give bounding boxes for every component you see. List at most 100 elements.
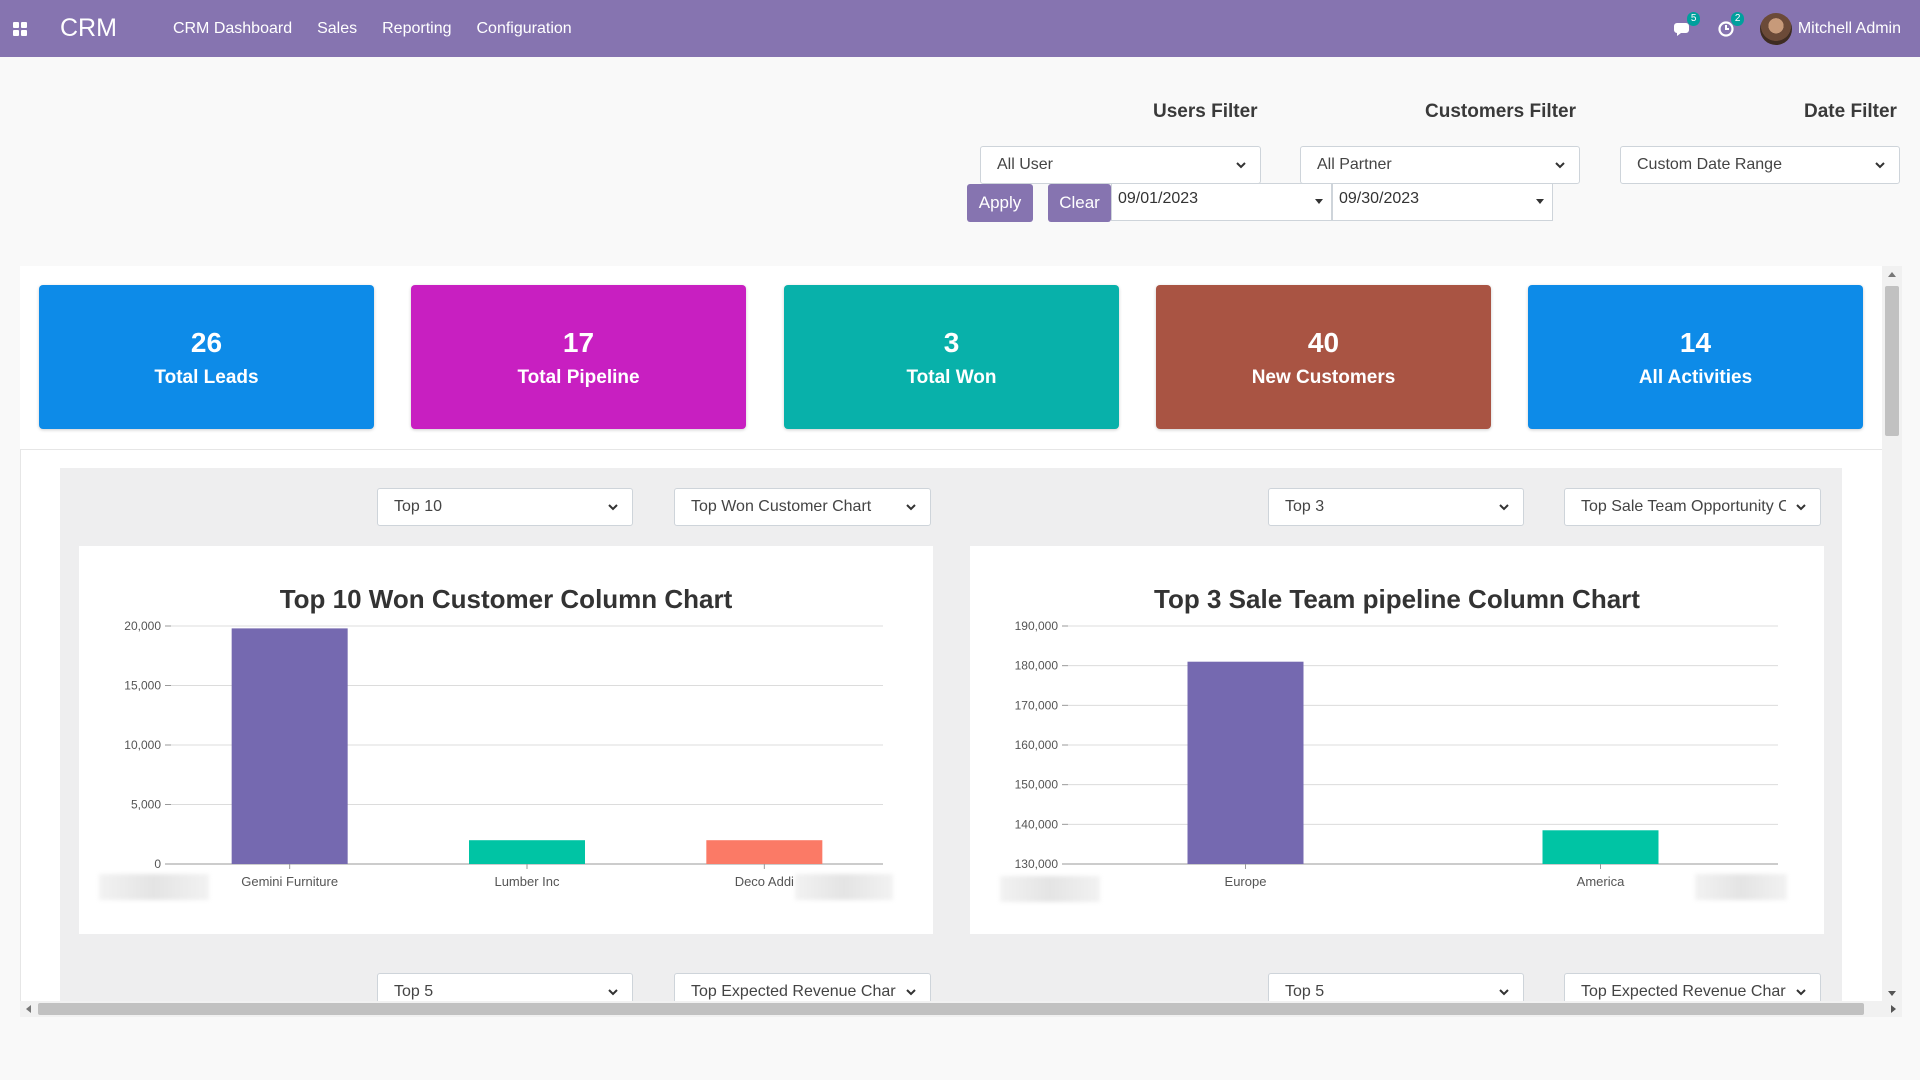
vertical-scroll-thumb[interactable] (1885, 286, 1899, 436)
chevron-down-icon (906, 989, 916, 996)
y-tick-label: 190,000 (1015, 619, 1059, 633)
right-top-count-select[interactable]: Top 3 (1268, 488, 1524, 526)
chevron-down-icon (1875, 162, 1885, 169)
users-filter-value: All User (997, 156, 1054, 173)
card-value: 40 (1307, 327, 1340, 358)
bottom-left-chart-type-select[interactable]: Top Expected Revenue Chart (674, 973, 931, 1002)
sale-team-pipeline-chart: Top 3 Sale Team pipeline Column Chart 13… (970, 546, 1824, 934)
bar-lumber-inc (469, 840, 585, 864)
chevron-down-icon (906, 504, 916, 511)
chevron-down-icon (1499, 989, 1509, 996)
card-value: 14 (1679, 327, 1712, 358)
sale-team-pipeline-chart-svg: 130,000 140,000 150,000 160,000 170,000 180,0… (1015, 619, 1778, 889)
card-value: 26 (190, 327, 223, 358)
card-label: Total Leads (154, 367, 259, 388)
blurred-legend (1000, 876, 1100, 902)
y-tick-label: 10,000 (124, 738, 161, 752)
customers-filter-select[interactable]: All Partner (1300, 146, 1580, 184)
scroll-up-arrow-icon[interactable] (1888, 272, 1896, 277)
bottom-right-chart-type-value: Top Expected Revenue Chart (1581, 983, 1786, 1000)
app-brand[interactable]: CRM (60, 14, 117, 42)
scroll-right-arrow-icon[interactable] (1891, 1005, 1896, 1013)
card-all-activities[interactable]: 14 All Activities (1528, 285, 1863, 429)
chat-icon (1673, 22, 1689, 36)
right-top-count-value: Top 3 (1285, 498, 1325, 515)
users-filter-select[interactable]: All User (980, 146, 1261, 184)
card-value: 17 (562, 327, 595, 358)
y-tick-label: 15,000 (124, 679, 161, 693)
left-top-count-value: Top 10 (394, 498, 443, 515)
apply-button[interactable]: Apply (967, 184, 1033, 222)
scroll-left-arrow-icon[interactable] (26, 1005, 31, 1013)
card-label: Total Won (906, 367, 997, 388)
bar-europe (1187, 661, 1304, 864)
card-total-pipeline[interactable]: 17 Total Pipeline (411, 285, 746, 429)
activities-button[interactable]: 2 (1718, 11, 1745, 37)
y-tick-label: 170,000 (1015, 698, 1059, 712)
horizontal-scrollbar[interactable] (20, 1001, 1902, 1017)
caret-down-icon (1315, 199, 1323, 204)
menu-crm-dashboard[interactable]: CRM Dashboard (172, 19, 293, 37)
scroll-down-arrow-icon[interactable] (1888, 991, 1896, 996)
menu-sales[interactable]: Sales (317, 19, 358, 37)
card-total-won[interactable]: 3 Total Won (784, 285, 1119, 429)
y-tick-label: 160,000 (1015, 738, 1059, 752)
avatar[interactable] (1759, 12, 1792, 45)
right-chart-type-select[interactable]: Top Sale Team Opportunity Chart (1564, 488, 1821, 526)
card-total-leads[interactable]: 26 Total Leads (39, 285, 374, 429)
chevron-down-icon (1236, 162, 1246, 169)
menu-configuration[interactable]: Configuration (476, 19, 572, 37)
start-date-input[interactable]: 09/01/2023 (1111, 183, 1332, 221)
bottom-left-count-value: Top 5 (394, 983, 434, 1000)
bottom-left-count-select[interactable]: Top 5 (377, 973, 633, 1002)
end-date-input[interactable]: 09/30/2023 (1332, 183, 1553, 221)
card-new-customers[interactable]: 40 New Customers (1156, 285, 1491, 429)
user-menu[interactable]: Mitchell Admin (1797, 19, 1901, 37)
bar-gemini-furniture (231, 628, 348, 864)
horizontal-scroll-thumb[interactable] (38, 1003, 1864, 1015)
date-filter-select[interactable]: Custom Date Range (1620, 146, 1900, 184)
customers-filter-label: Customers Filter (1425, 101, 1576, 122)
menu-reporting[interactable]: Reporting (382, 19, 452, 37)
caret-down-icon (1536, 199, 1544, 204)
x-tick-label: America (1577, 874, 1625, 889)
charts-section: Top 10 Top Won Customer Chart Top 3 Top … (20, 449, 1882, 1002)
x-tick-label: Gemini Furniture (241, 874, 338, 889)
customers-filter-value: All Partner (1317, 156, 1392, 173)
messages-button[interactable]: 5 (1673, 11, 1701, 37)
bottom-right-chart-type-select[interactable]: Top Expected Revenue Chart (1564, 973, 1821, 1002)
clear-button[interactable]: Clear (1048, 184, 1111, 222)
card-value: 3 (943, 327, 960, 358)
y-tick-label: 130,000 (1015, 857, 1059, 871)
blurred-legend (1695, 874, 1787, 900)
card-label: All Activities (1638, 367, 1753, 388)
y-tick-label: 180,000 (1015, 659, 1059, 673)
won-customer-chart-svg: 0 5,000 10,000 15,000 20,000 Gemini Furniture… (124, 619, 883, 889)
chevron-down-icon (608, 504, 618, 511)
date-filter-value: Custom Date Range (1637, 156, 1782, 173)
bottom-left-chart-type-value: Top Expected Revenue Chart (691, 983, 896, 1000)
y-tick-label: 0 (154, 857, 161, 871)
y-tick-label: 150,000 (1015, 778, 1059, 792)
chart-title: Top 3 Sale Team pipeline Column Chart (1154, 584, 1640, 614)
chevron-down-icon (1555, 162, 1565, 169)
start-date-value: 09/01/2023 (1118, 190, 1199, 207)
users-filter-label: Users Filter (1153, 101, 1258, 122)
dashboard-panel: 26 Total Leads 17 Total Pipeline 3 Total… (20, 266, 1882, 1002)
blurred-legend (795, 874, 893, 900)
clock-icon (1718, 20, 1734, 37)
chevron-down-icon (1796, 989, 1806, 996)
y-tick-label: 140,000 (1015, 817, 1059, 831)
messages-badge: 5 (1686, 11, 1701, 26)
chevron-down-icon (1499, 504, 1509, 511)
x-tick-label: Europe (1225, 874, 1267, 889)
vertical-scrollbar[interactable] (1882, 266, 1902, 1002)
charts-background: Top 10 Top Won Customer Chart Top 3 Top … (60, 468, 1842, 1002)
card-label: New Customers (1251, 367, 1396, 388)
bottom-right-count-select[interactable]: Top 5 (1268, 973, 1524, 1002)
won-customer-chart: Top 10 Won Customer Column Chart 0 5,000 1… (79, 546, 933, 934)
date-filter-label: Date Filter (1804, 101, 1897, 122)
left-chart-type-select[interactable]: Top Won Customer Chart (674, 488, 931, 526)
apps-menu-icon[interactable] (0, 0, 40, 57)
left-top-count-select[interactable]: Top 10 (377, 488, 633, 526)
